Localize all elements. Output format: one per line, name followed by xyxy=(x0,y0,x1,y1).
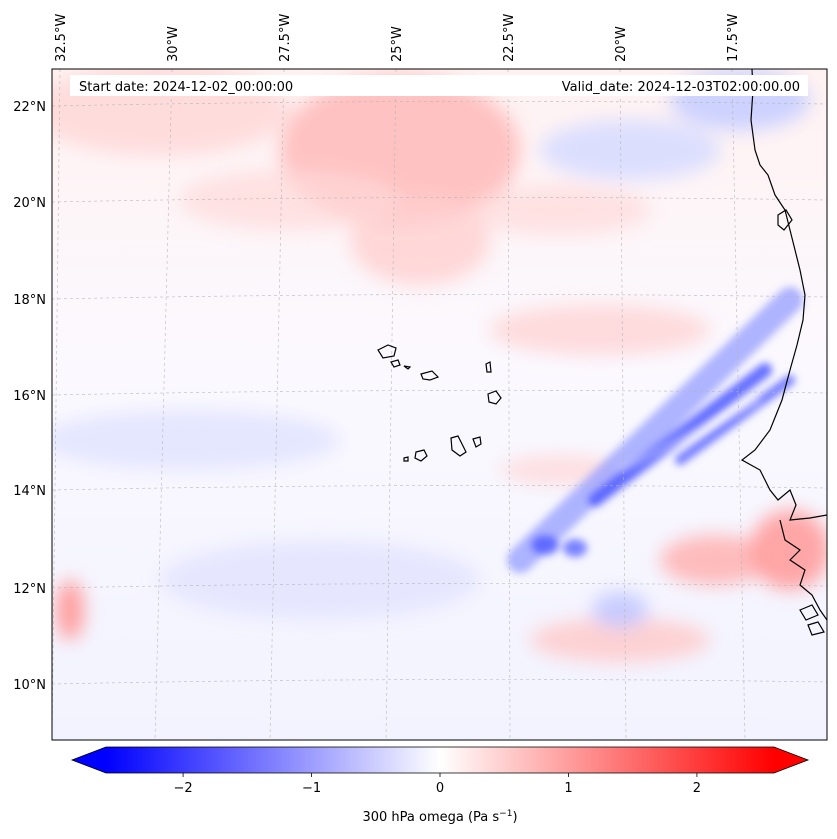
colorbar: −2 −1 0 1 2 300 hPa omega (Pa s−1) xyxy=(70,746,810,825)
colorbar-extend-low xyxy=(72,747,106,773)
lat-label: 22°N xyxy=(13,100,46,115)
lon-label: 20°W xyxy=(614,26,629,62)
gridlines xyxy=(52,69,827,740)
colorbar-extend-high xyxy=(774,747,808,773)
coastline xyxy=(740,69,827,636)
colorbar-label-close: ) xyxy=(512,810,517,825)
colorbar-body xyxy=(106,747,774,773)
lon-label: 30°W xyxy=(166,26,181,62)
map-panel xyxy=(52,69,827,740)
colorbar-outline xyxy=(70,746,810,774)
omega-field xyxy=(52,69,827,662)
cape-verde-islands xyxy=(377,344,502,462)
latitude-labels: 22°N 20°N 18°N 16°N 14°N 12°N 10°N xyxy=(13,100,46,693)
lat-label: 14°N xyxy=(13,484,46,499)
map-frame xyxy=(51,68,828,741)
colorbar-ticks: −2 −1 0 1 2 xyxy=(173,773,701,796)
colorbar-tick-label: −1 xyxy=(302,781,321,796)
colorbar-tick-label: 2 xyxy=(693,781,701,796)
colorbar-tick-label: −2 xyxy=(173,781,192,796)
lon-label: 25°W xyxy=(390,26,405,62)
date-bar xyxy=(70,75,808,96)
colorbar-label-main: 300 hPa omega (Pa s xyxy=(362,810,499,825)
lat-label: 10°N xyxy=(13,678,46,693)
lat-label: 20°N xyxy=(13,196,46,211)
colorbar-tick-label: 0 xyxy=(436,781,444,796)
lon-label: 32.5°W xyxy=(54,14,69,62)
start-date-text: Start date: 2024-12-02_00:00:00 xyxy=(79,80,293,95)
colorbar-tick-label: 1 xyxy=(564,781,572,796)
lon-label: 22.5°W xyxy=(502,14,517,62)
lat-label: 16°N xyxy=(13,389,46,404)
valid-date-text: Valid_date: 2024-12-03T02:00:00.00 xyxy=(562,80,800,95)
lat-label: 12°N xyxy=(13,582,46,597)
lat-label: 18°N xyxy=(13,293,46,308)
lon-label: 17.5°W xyxy=(726,14,741,62)
longitude-labels: 32.5°W 30°W 27.5°W 25°W 22.5°W 20°W 17.5… xyxy=(54,14,741,62)
colorbar-label: 300 hPa omega (Pa s−1) xyxy=(362,809,517,825)
colorbar-label-exponent: −1 xyxy=(499,809,512,819)
lon-label: 27.5°W xyxy=(278,14,293,62)
